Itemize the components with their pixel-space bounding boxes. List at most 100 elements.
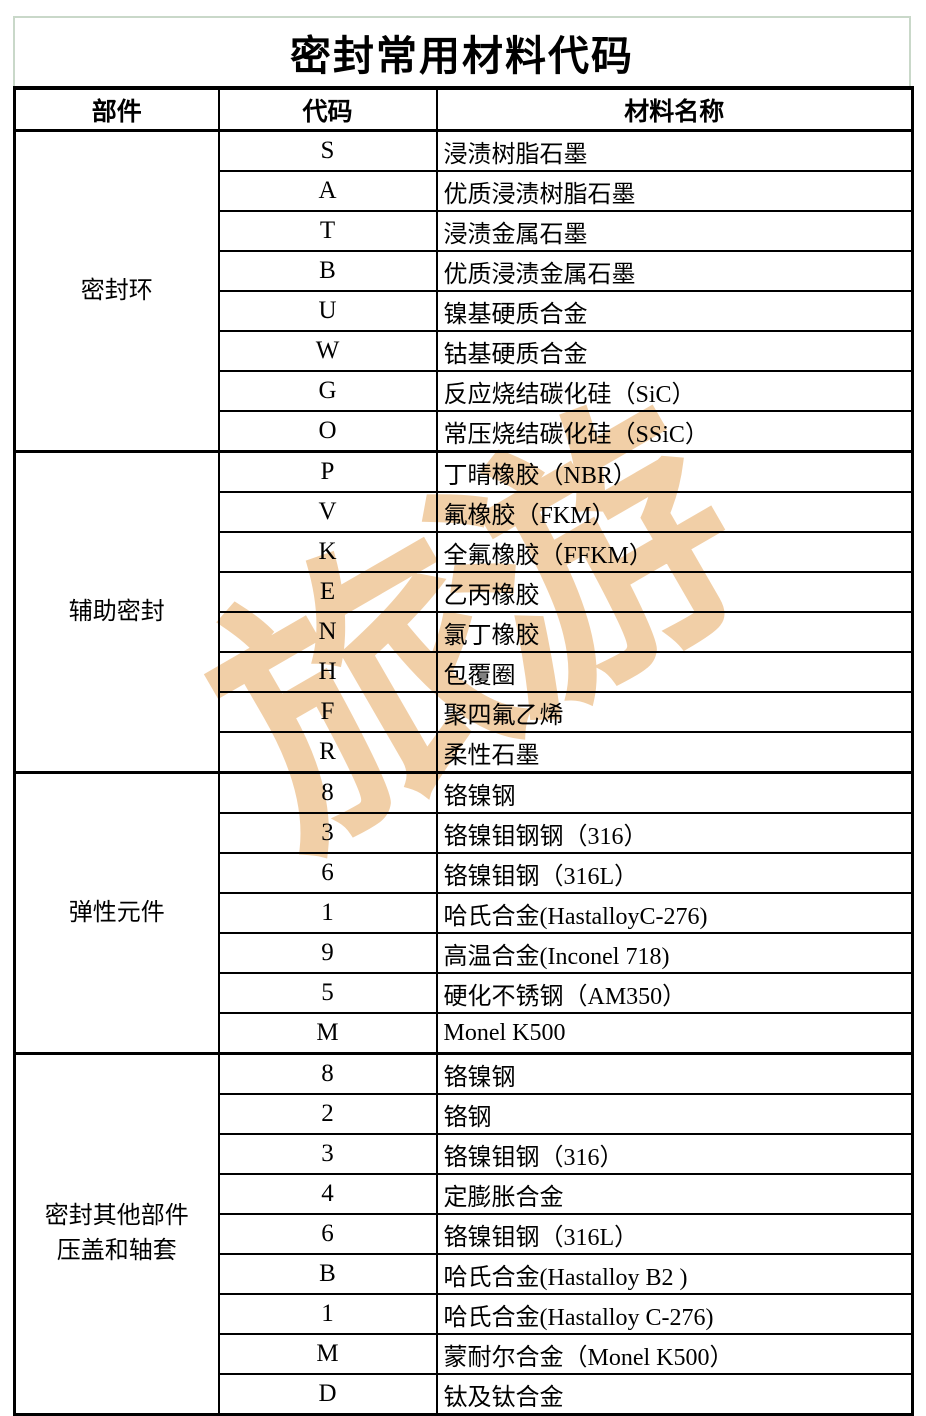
material-cell: 全氟橡胶（FFKM）: [435, 531, 914, 573]
material-cell: 哈氏合金(Hastalloy B2 ): [435, 1253, 914, 1295]
table-row: M Monel K500: [15, 1012, 914, 1055]
material-cell: 铬镍钼钢（316L）: [435, 852, 914, 894]
code-cell: 3: [217, 812, 438, 854]
material-cell: 定膨胀合金: [435, 1173, 914, 1215]
code-cell: 5: [217, 972, 438, 1014]
material-cell: 硬化不锈钢（AM350）: [435, 972, 914, 1014]
table-row: 密封其他部件 压盖和轴套 8 铬镍钢: [13, 1052, 914, 1416]
table-row: F 聚四氟乙烯: [15, 691, 914, 733]
part-group-cell: 密封其他部件 压盖和轴套: [13, 1052, 220, 1416]
material-cell: 丁晴橡胶（NBR）: [435, 450, 914, 493]
material-cell: 铬镍钼钢钢（316）: [435, 812, 914, 854]
code-cell: 6: [217, 1213, 438, 1255]
code-cell: F: [217, 691, 438, 733]
title-box: 密封常用材料代码: [13, 16, 911, 86]
code-cell: O: [217, 410, 438, 453]
material-cell: 优质浸渍金属石墨: [435, 250, 914, 292]
code-cell: T: [217, 210, 438, 252]
table-row: 6 铬镍钼钢（316L）: [15, 1213, 914, 1255]
header-material: 材料名称: [435, 87, 914, 132]
table-row: B 哈氏合金(Hastalloy B2 ): [15, 1253, 914, 1295]
code-cell: D: [217, 1373, 438, 1416]
material-cell: 常压烧结碳化硅（SSiC）: [435, 410, 914, 453]
code-cell: K: [217, 531, 438, 573]
table-row: 3 铬镍钼钢钢（316）: [15, 812, 914, 854]
code-cell: 4: [217, 1173, 438, 1215]
part-group-cell: 辅助密封: [13, 450, 220, 774]
table-row: K 全氟橡胶（FFKM）: [15, 531, 914, 573]
code-cell: 8: [217, 771, 438, 814]
table-row: T 浸渍金属石墨: [15, 210, 914, 252]
code-cell: R: [217, 731, 438, 774]
material-cell: 浸渍树脂石墨: [435, 129, 914, 172]
material-cell: 铬镍钼钢（316L）: [435, 1213, 914, 1255]
code-cell: B: [217, 250, 438, 292]
materials-table: 部件 代码 材料名称 密封环 S 浸渍树脂石墨 A 优质浸渍树脂石墨 T 浸渍金属石墨 B 优质…: [13, 86, 914, 1416]
material-cell: 镍基硬质合金: [435, 290, 914, 332]
header-part: 部件: [13, 87, 220, 132]
material-cell: 包覆圈: [435, 651, 914, 693]
material-cell: 乙丙橡胶: [435, 571, 914, 613]
code-cell: U: [217, 290, 438, 332]
material-cell: 钴基硬质合金: [435, 330, 914, 372]
material-cell: 铬钢: [435, 1093, 914, 1135]
part-group-cell: 密封环: [13, 129, 220, 453]
table-row: U 镍基硬质合金: [15, 290, 914, 332]
material-cell: 哈氏合金(HastalloyC-276): [435, 892, 914, 934]
code-cell: 8: [217, 1052, 438, 1095]
table-row: G 反应烧结碳化硅（SiC）: [15, 370, 914, 412]
material-cell: 反应烧结碳化硅（SiC）: [435, 370, 914, 412]
material-cell: 铬镍钼钢（316）: [435, 1133, 914, 1175]
code-cell: V: [217, 491, 438, 533]
code-cell: S: [217, 129, 438, 172]
table-row: 弹性元件 8 铬镍钢: [13, 771, 914, 1055]
table-row: 1 哈氏合金(HastalloyC-276): [15, 892, 914, 934]
material-cell: 高温合金(Inconel 718): [435, 932, 914, 974]
code-cell: P: [217, 450, 438, 493]
material-cell: 铬镍钢: [435, 1052, 914, 1095]
table-row: 辅助密封 P 丁晴橡胶（NBR）: [13, 450, 914, 774]
table-row: R 柔性石墨: [15, 731, 914, 774]
code-cell: N: [217, 611, 438, 653]
material-cell: 氟橡胶（FKM）: [435, 491, 914, 533]
material-cell: 氯丁橡胶: [435, 611, 914, 653]
part-group-cell: 弹性元件: [13, 771, 220, 1055]
header-code: 代码: [217, 87, 438, 132]
code-cell: 1: [217, 892, 438, 934]
code-cell: W: [217, 330, 438, 372]
material-cell: 蒙耐尔合金（Monel K500）: [435, 1333, 914, 1375]
code-cell: M: [217, 1012, 438, 1055]
code-cell: G: [217, 370, 438, 412]
table-row: B 优质浸渍金属石墨: [15, 250, 914, 292]
material-cell: 聚四氟乙烯: [435, 691, 914, 733]
code-cell: B: [217, 1253, 438, 1295]
table-row: 3 铬镍钼钢（316）: [15, 1133, 914, 1175]
table-row: 9 高温合金(Inconel 718): [15, 932, 914, 974]
table-row: 2 铬钢: [15, 1093, 914, 1135]
table-row: H 包覆圈: [15, 651, 914, 693]
material-cell: Monel K500: [435, 1012, 914, 1055]
code-cell: E: [217, 571, 438, 613]
code-cell: H: [217, 651, 438, 693]
table-row: N 氯丁橡胶: [15, 611, 914, 653]
table-row: 4 定膨胀合金: [15, 1173, 914, 1215]
code-cell: M: [217, 1333, 438, 1375]
table-row: 密封环 S 浸渍树脂石墨: [13, 129, 914, 453]
material-cell: 柔性石墨: [435, 731, 914, 774]
material-cell: 哈氏合金(Hastalloy C-276): [435, 1293, 914, 1335]
code-cell: A: [217, 170, 438, 212]
code-cell: 3: [217, 1133, 438, 1175]
table-row: A 优质浸渍树脂石墨: [15, 170, 914, 212]
code-cell: 2: [217, 1093, 438, 1135]
table-header-row: 部件 代码 材料名称: [13, 87, 914, 132]
table-row: 5 硬化不锈钢（AM350）: [15, 972, 914, 1014]
code-cell: 9: [217, 932, 438, 974]
table-row: O 常压烧结碳化硅（SSiC）: [15, 410, 914, 453]
table-row: W 钴基硬质合金: [15, 330, 914, 372]
table-row: 6 铬镍钼钢（316L）: [15, 852, 914, 894]
code-cell: 1: [217, 1293, 438, 1335]
table-body: 密封环 S 浸渍树脂石墨 A 优质浸渍树脂石墨 T 浸渍金属石墨 B 优质浸渍金属石墨 U 镍基硬质…: [13, 129, 914, 1416]
material-cell: 浸渍金属石墨: [435, 210, 914, 252]
material-cell: 钛及钛合金: [435, 1373, 914, 1416]
table-row: E 乙丙橡胶: [15, 571, 914, 613]
